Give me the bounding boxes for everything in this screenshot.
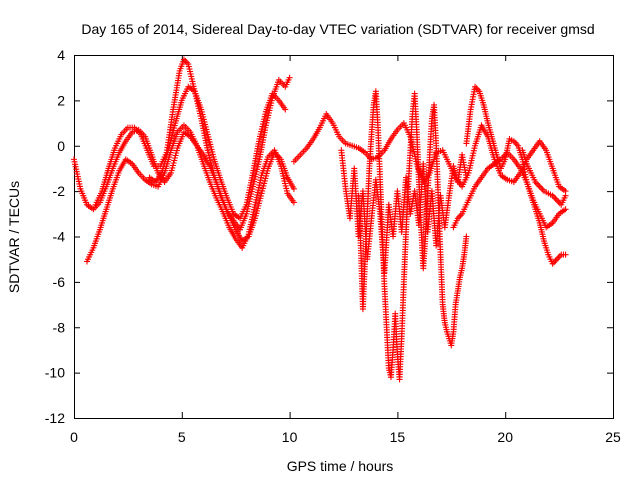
data-point <box>290 185 297 192</box>
series-track-j <box>450 149 569 231</box>
data-marks <box>71 56 569 383</box>
data-point <box>290 199 297 206</box>
y-tick-label: -8 <box>53 319 66 335</box>
series-track-d <box>146 83 289 222</box>
plot-frame <box>74 55 614 419</box>
x-tick-label: 20 <box>497 429 513 445</box>
x-tick-label: 25 <box>605 429 621 445</box>
series-track-c <box>92 56 293 233</box>
y-tick-label: -10 <box>45 365 65 381</box>
data-point <box>562 251 569 258</box>
data-point <box>562 206 569 213</box>
data-point <box>536 183 543 190</box>
x-tick-label: 15 <box>390 429 406 445</box>
data-point <box>463 174 470 181</box>
data-point <box>535 182 542 189</box>
chart-title: Day 165 of 2014, Sidereal Day-to-day VTE… <box>81 21 594 37</box>
data-point <box>538 185 545 192</box>
x-axis-label: GPS time / hours <box>287 458 394 474</box>
data-point <box>562 192 569 199</box>
data-point <box>282 106 289 113</box>
data-point <box>552 257 559 264</box>
data-point <box>553 256 560 263</box>
y-tick-label: 2 <box>57 92 65 108</box>
data-point <box>463 233 470 240</box>
data-point <box>553 197 560 204</box>
y-tick-label: -12 <box>45 410 65 426</box>
series-track-g <box>355 88 470 383</box>
y-tick-label: -6 <box>53 274 66 290</box>
data-point <box>556 253 563 260</box>
y-tick-label: -2 <box>53 183 66 199</box>
data-point <box>555 254 562 261</box>
data-point <box>555 198 562 205</box>
y-tick-label: -4 <box>53 229 66 245</box>
x-tick-label: 10 <box>282 429 298 445</box>
y-tick-label: 0 <box>57 138 65 154</box>
y-tick-label: 4 <box>57 47 65 63</box>
series-track-i <box>519 147 569 208</box>
data-point <box>552 195 559 202</box>
data-point <box>286 74 293 81</box>
x-tick-label: 0 <box>70 429 78 445</box>
y-axis-label: SDTVAR / TECUs <box>6 181 22 293</box>
x-tick-label: 5 <box>178 429 186 445</box>
